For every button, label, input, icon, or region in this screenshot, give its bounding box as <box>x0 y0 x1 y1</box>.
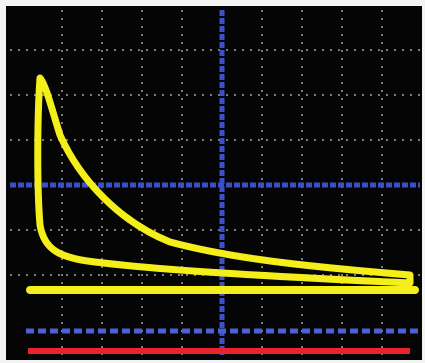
oscilloscope-screen <box>0 0 425 363</box>
